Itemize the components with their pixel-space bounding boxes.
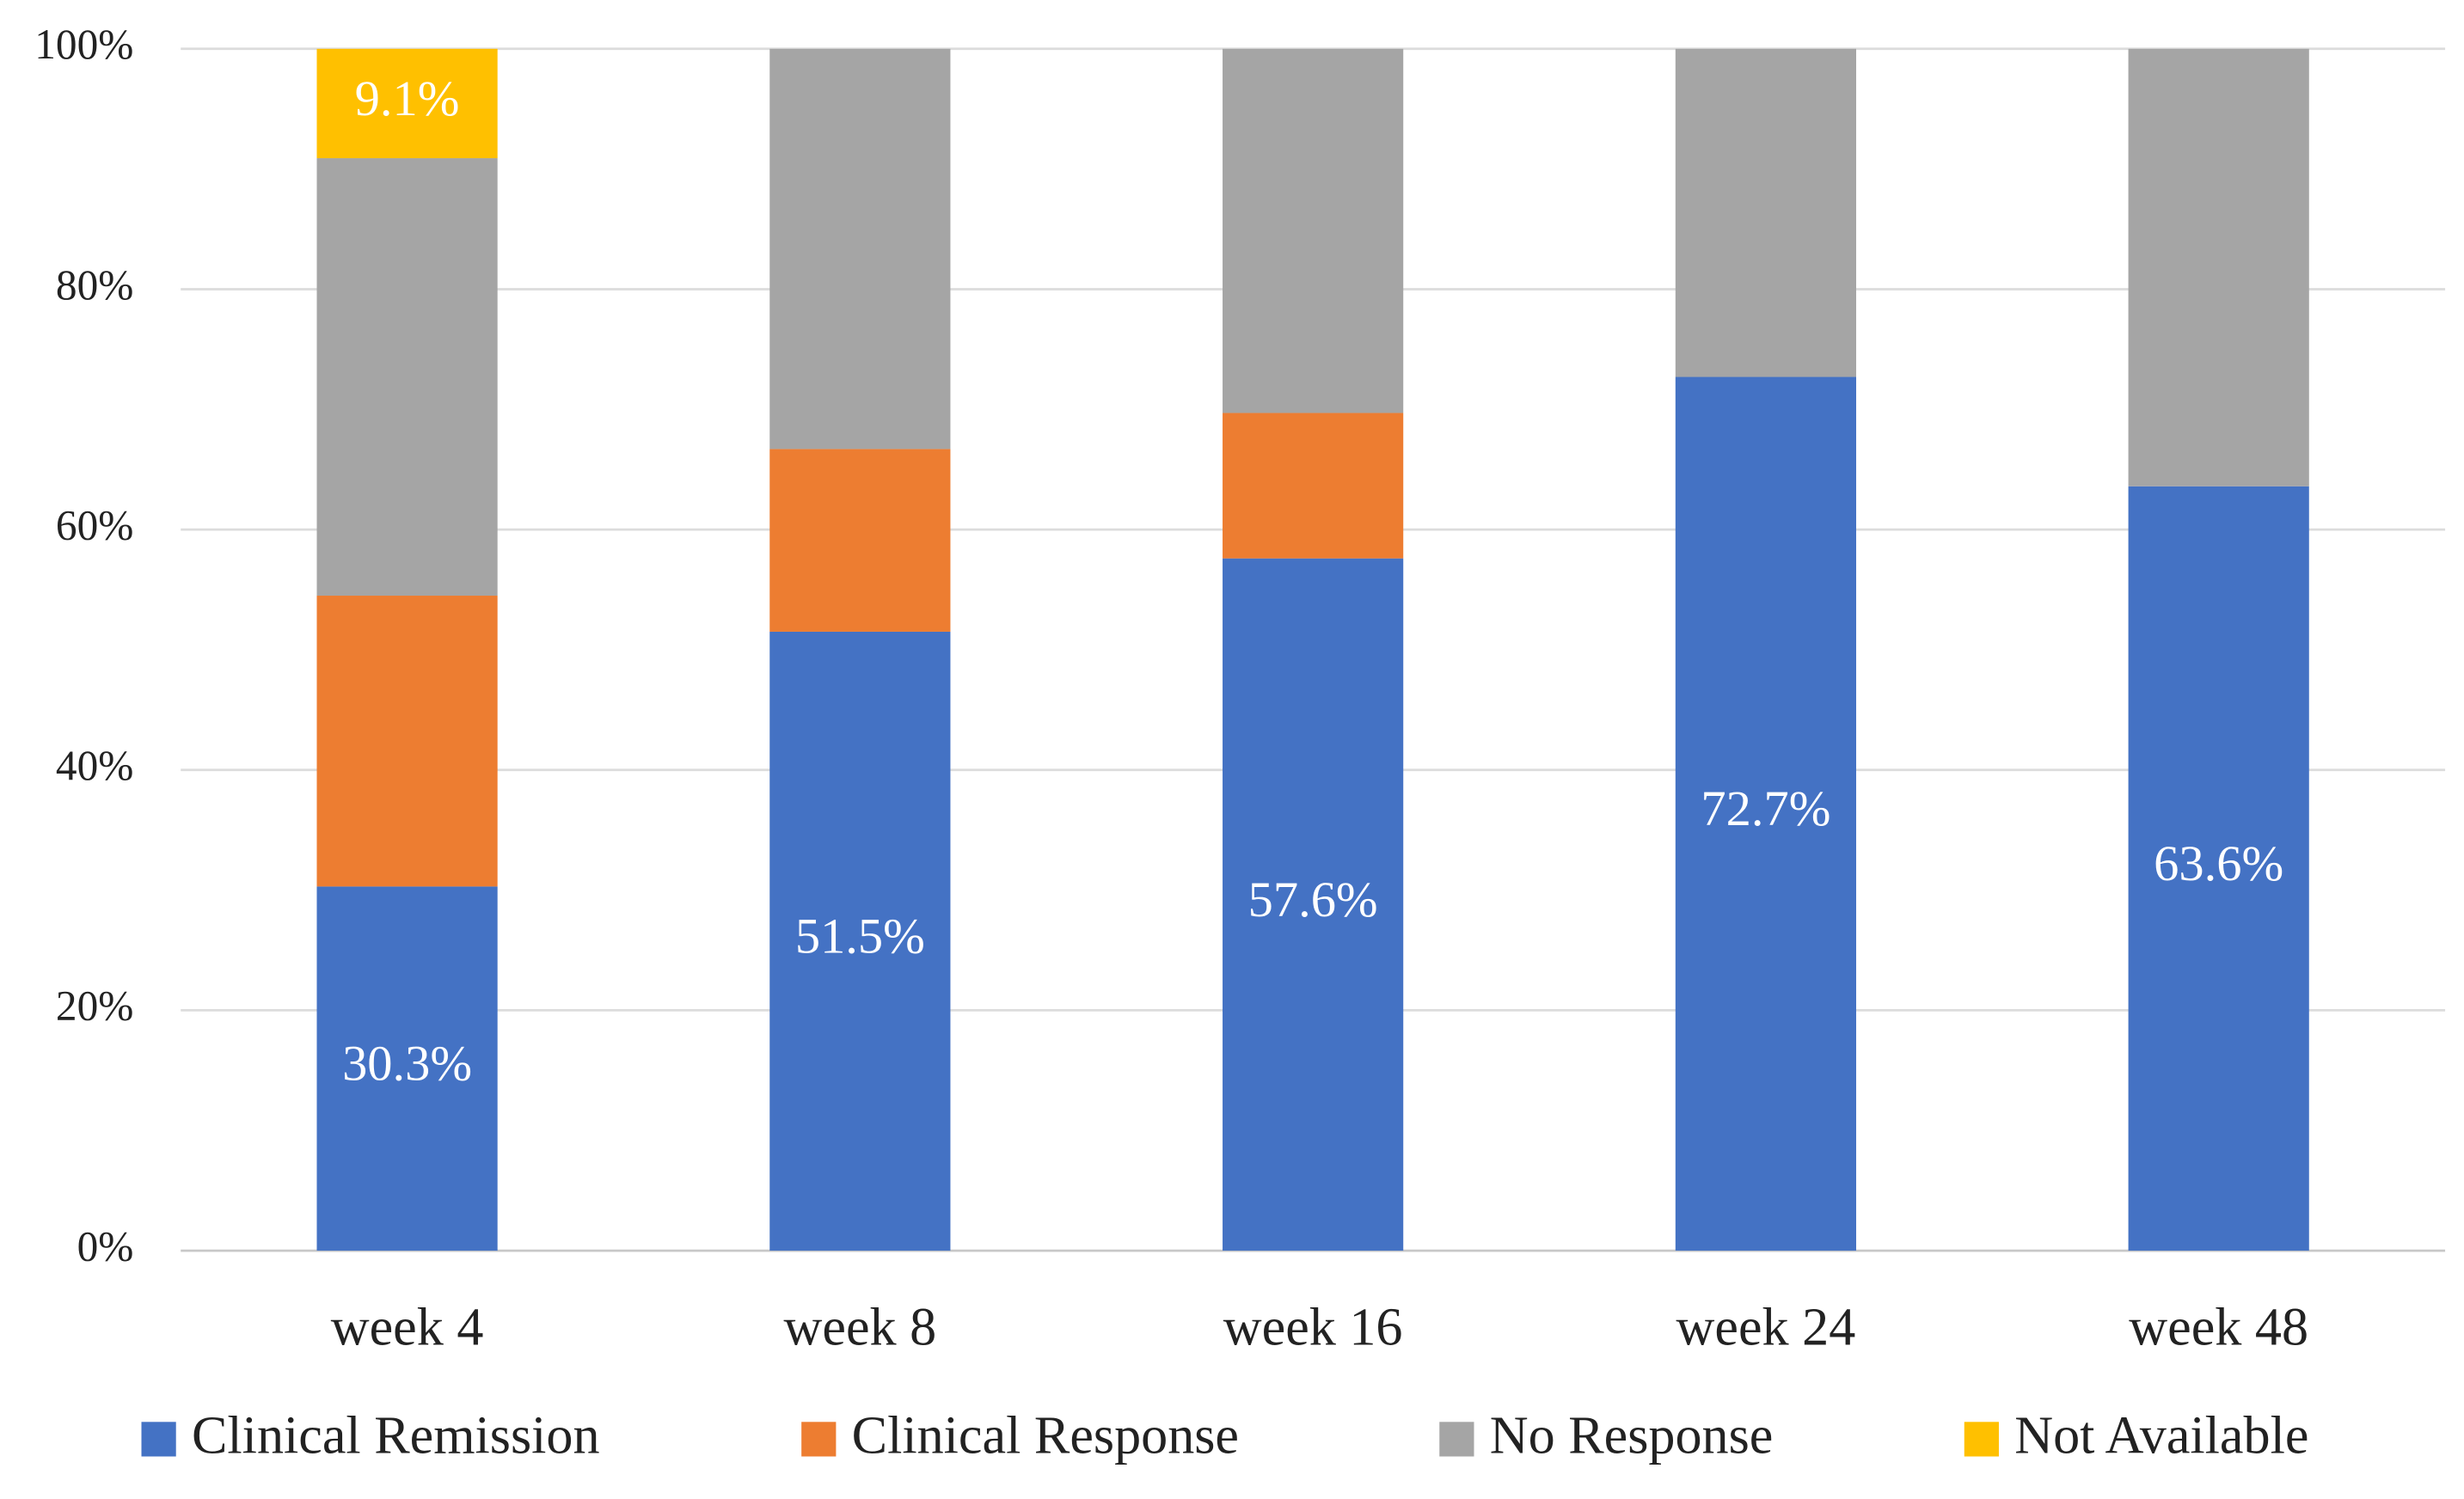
y-tick-label: 40% [56,742,133,789]
bar-segment [769,449,951,632]
value-label: 63.6% [2154,835,2283,891]
bar-segment [316,158,498,597]
bar-segment [2128,486,2309,1251]
y-tick-label: 0% [77,1222,134,1270]
bar-segment [769,48,951,450]
value-label: 51.5% [795,908,925,964]
bar-segment [1223,413,1404,559]
y-tick-label: 20% [56,982,133,1030]
bar-segment [316,48,498,159]
bar-segment [316,596,498,887]
bar-segment [1223,558,1404,1251]
x-tick-label: week 16 [1223,1298,1403,1356]
bar-segment [769,631,951,1251]
bar-segment [1223,48,1404,413]
y-tick-label: 80% [56,261,133,309]
legend-swatch [1964,1422,1999,1457]
legend-swatch [141,1422,176,1457]
legend-label: No Response [1490,1407,1774,1465]
x-tick-label: week 4 [331,1298,484,1356]
y-tick-label: 100% [34,21,133,68]
bar-segment [2128,48,2309,486]
bar-segment [1675,376,1857,1251]
value-label: 30.3% [342,1036,472,1092]
x-tick-label: week 48 [2129,1298,2308,1356]
x-tick-label: week 24 [1676,1298,1856,1356]
y-tick-label: 60% [56,501,133,548]
bar-segment [1675,48,1857,377]
legend-swatch [801,1422,837,1457]
bar-segment [316,886,498,1251]
x-tick-label: week 8 [784,1298,937,1356]
legend-label: Not Available [2014,1407,2308,1465]
legend-swatch [1439,1422,1474,1457]
value-label: 9.1% [355,70,460,126]
value-label: 72.7% [1701,780,1830,836]
legend-label: Clinical Response [852,1407,1239,1465]
value-label: 57.6% [1248,872,1378,927]
legend-label: Clinical Remission [192,1407,600,1465]
